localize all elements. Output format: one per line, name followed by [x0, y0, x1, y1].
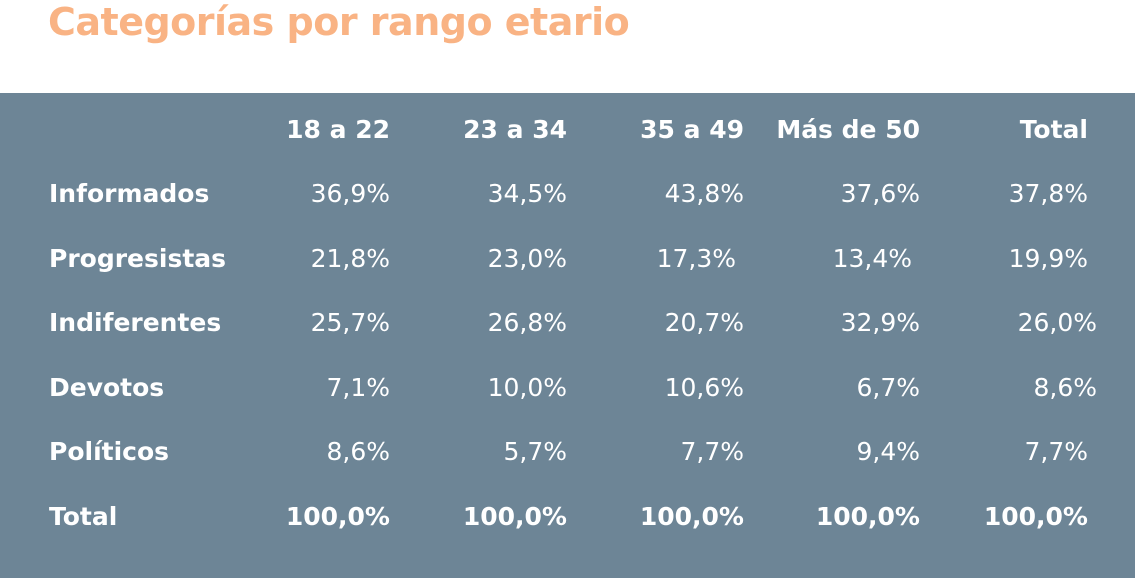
column-header-23-34: 23 a 34 [463, 115, 567, 144]
data-table-panel: 18 a 22 23 a 34 35 a 49 Más de 50 Total … [0, 93, 1135, 578]
table-cell: 8,6% [326, 437, 390, 466]
column-header-mas-de-50: Más de 50 [776, 115, 920, 144]
table-cell: 37,8% [1008, 179, 1088, 208]
table-cell: 7,7% [680, 437, 744, 466]
table-cell: 8,6% [1033, 373, 1097, 402]
row-label-total: Total [49, 502, 118, 531]
table-cell: 34,5% [487, 179, 567, 208]
table-cell: 26,8% [487, 308, 567, 337]
table-cell: 26,0% [1017, 308, 1097, 337]
table-cell: 10,6% [664, 373, 744, 402]
table-cell-total: 100,0% [462, 502, 567, 531]
table-cell-total: 100,0% [639, 502, 744, 531]
row-label-informados: Informados [49, 179, 210, 208]
table-cell: 19,9% [1008, 244, 1088, 273]
table-cell: 7,1% [326, 373, 390, 402]
table-cell: 9,4% [856, 437, 920, 466]
column-header-35-49: 35 a 49 [640, 115, 744, 144]
table-cell: 32,9% [840, 308, 920, 337]
table-cell-total: 100,0% [815, 502, 920, 531]
table-cell: 36,9% [310, 179, 390, 208]
table-cell: 21,8% [310, 244, 390, 273]
row-label-progresistas: Progresistas [49, 244, 227, 273]
row-label-devotos: Devotos [49, 373, 165, 402]
table-cell: 20,7% [664, 308, 744, 337]
page-title: Categorías por rango etario [48, 0, 630, 44]
table-cell: 43,8% [664, 179, 744, 208]
table-cell: 37,6% [840, 179, 920, 208]
row-label-indiferentes: Indiferentes [49, 308, 222, 337]
table-cell: 25,7% [310, 308, 390, 337]
table-cell-total: 100,0% [983, 502, 1088, 531]
row-label-politicos: Políticos [49, 437, 170, 466]
table-cell: 10,0% [487, 373, 567, 402]
table-cell: 23,0% [487, 244, 567, 273]
table-cell: 5,7% [503, 437, 567, 466]
table-cell-total: 100,0% [285, 502, 390, 531]
table-cell: 17,3% [656, 244, 736, 273]
table-cell: 6,7% [856, 373, 920, 402]
column-header-18-22: 18 a 22 [286, 115, 390, 144]
table-cell: 13,4% [832, 244, 912, 273]
column-header-total: Total [1019, 115, 1088, 144]
table-cell: 7,7% [1024, 437, 1088, 466]
